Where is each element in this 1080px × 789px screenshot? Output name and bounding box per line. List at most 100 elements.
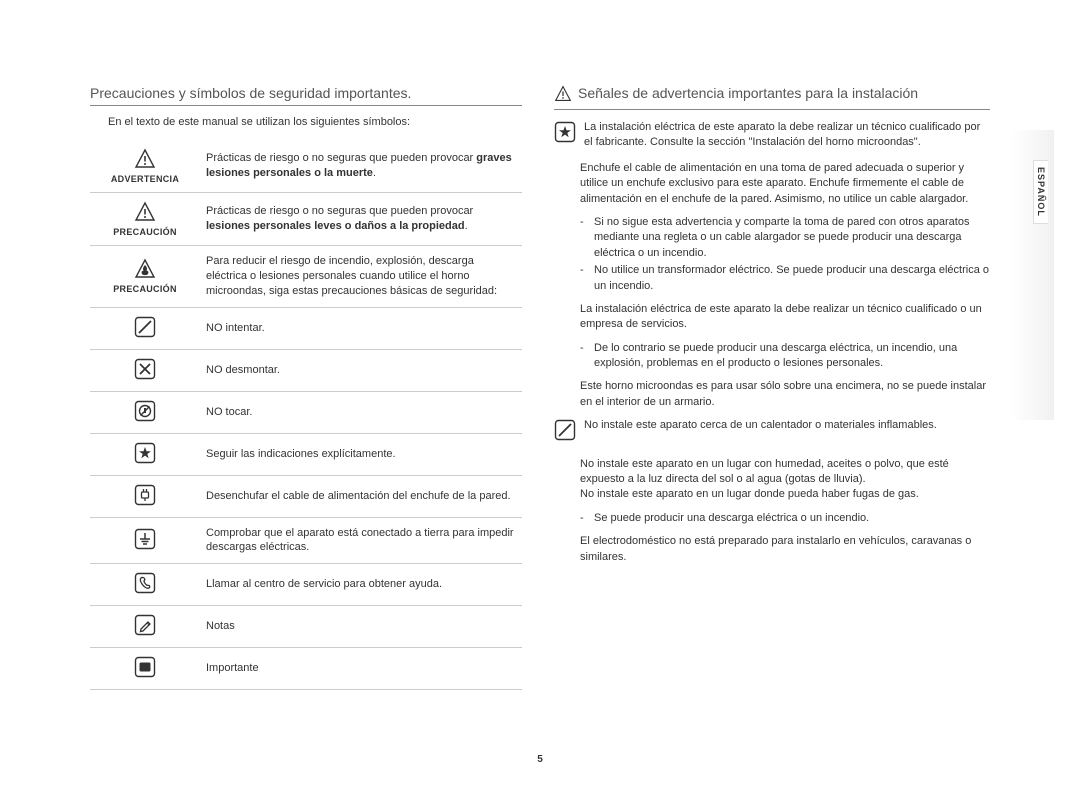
- sq-phone-icon: [134, 585, 156, 597]
- symbol-cell: [90, 475, 200, 517]
- sq-plug-icon: [134, 497, 156, 509]
- desc-text: Para reducir el riesgo de incendio, expl…: [206, 255, 497, 297]
- desc-cell: Importante: [200, 648, 522, 690]
- symbol-cell: [90, 349, 200, 391]
- desc-text: .: [373, 167, 376, 179]
- sq-slash-icon: [134, 329, 156, 341]
- desc-cell: Llamar al centro de servicio para obtene…: [200, 564, 522, 606]
- desc-text: Prácticas de riesgo o no seguras que pue…: [206, 152, 476, 164]
- desc-text: .: [465, 220, 468, 232]
- list-item: -Si no sigue esta advertencia y comparte…: [580, 215, 990, 261]
- desc-text: NO tocar.: [206, 406, 252, 418]
- table-row: NO tocar.: [90, 391, 522, 433]
- table-row: ADVERTENCIA Prácticas de riesgo o no segu…: [90, 140, 522, 193]
- language-tab: ESPAÑOL: [1033, 160, 1048, 224]
- dash-icon: -: [580, 263, 588, 294]
- page-content: Precauciones y símbolos de seguridad imp…: [0, 0, 1080, 730]
- para-text: La instalación eléctrica de este aparato…: [584, 120, 990, 151]
- desc-text: Importante: [206, 662, 259, 674]
- sq-note-icon: [134, 627, 156, 639]
- desc-cell: Prácticas de riesgo o no seguras que pue…: [200, 193, 522, 246]
- list-text: De lo contrario se puede producir una de…: [594, 341, 990, 372]
- symbol-cell: [90, 307, 200, 349]
- symbol-cell: PRECAUCIÓN: [90, 246, 200, 308]
- desc-cell: Comprobar que el aparato está conectado …: [200, 517, 522, 564]
- warning-icon: [554, 85, 572, 105]
- warn-triangle-excl-icon: [134, 160, 156, 172]
- table-row: Importante: [90, 648, 522, 690]
- desc-cell: NO tocar.: [200, 391, 522, 433]
- symbol-cell: PRECAUCIÓN: [90, 193, 200, 246]
- table-row: Comprobar que el aparato está conectado …: [90, 517, 522, 564]
- para-text: La instalación eléctrica de este aparato…: [580, 302, 990, 333]
- warn-triangle-excl-icon: [134, 213, 156, 225]
- symbol-label: PRECAUCIÓN: [96, 227, 194, 237]
- desc-cell: Seguir las indicaciones explícitamente.: [200, 433, 522, 475]
- desc-cell: Para reducir el riesgo de incendio, expl…: [200, 246, 522, 308]
- desc-text: Desenchufar el cable de alimentación del…: [206, 490, 511, 502]
- sq-important-icon: [134, 669, 156, 681]
- dash-list: -Si no sigue esta advertencia y comparte…: [580, 215, 990, 294]
- para-text: No instale este aparato en un lugar con …: [580, 457, 990, 503]
- symbol-cell: [90, 606, 200, 648]
- table-row: Notas: [90, 606, 522, 648]
- table-row: Llamar al centro de servicio para obtene…: [90, 564, 522, 606]
- symbol-cell: [90, 391, 200, 433]
- desc-text: Notas: [206, 620, 235, 632]
- desc-cell: Prácticas de riesgo o no seguras que pue…: [200, 140, 522, 193]
- list-item: -Se puede producir una descarga eléctric…: [580, 511, 990, 526]
- right-title-row: Señales de advertencia importantes para …: [554, 85, 990, 110]
- table-row: PRECAUCIÓNPara reducir el riesgo de ince…: [90, 246, 522, 308]
- symbol-cell: [90, 517, 200, 564]
- list-item: -No utilice un transformador eléctrico. …: [580, 263, 990, 294]
- desc-text: Comprobar que el aparato está conectado …: [206, 527, 514, 554]
- para-text: No instale este aparato cerca de un cale…: [584, 418, 990, 433]
- list-text: Se puede producir una descarga eléctrica…: [594, 511, 869, 526]
- sq-ground-icon: [134, 541, 156, 553]
- left-column: Precauciones y símbolos de seguridad imp…: [90, 85, 522, 690]
- left-title: Precauciones y símbolos de seguridad imp…: [90, 85, 522, 106]
- desc-cell: Notas: [200, 606, 522, 648]
- desc-cell: NO desmontar.: [200, 349, 522, 391]
- sq-star-icon: [554, 120, 576, 148]
- para-text: Este horno microondas es para usar sólo …: [580, 379, 990, 410]
- desc-text: Llamar al centro de servicio para obtene…: [206, 578, 442, 590]
- desc-text: NO intentar.: [206, 322, 265, 334]
- dash-list: -De lo contrario se puede producir una d…: [580, 341, 990, 372]
- table-row: NO desmontar.: [90, 349, 522, 391]
- right-column: Señales de advertencia importantes para …: [554, 85, 990, 690]
- dash-icon: -: [580, 511, 588, 526]
- right-item: La instalación eléctrica de este aparato…: [554, 120, 990, 151]
- symbol-table: ADVERTENCIA Prácticas de riesgo o no segu…: [90, 140, 522, 690]
- symbol-cell: [90, 648, 200, 690]
- list-text: No utilice un transformador eléctrico. S…: [594, 263, 990, 294]
- desc-cell: NO intentar.: [200, 307, 522, 349]
- symbol-label: ADVERTENCIA: [96, 174, 194, 184]
- warn-triangle-fire-icon: [134, 270, 156, 282]
- desc-text: Prácticas de riesgo o no seguras que pue…: [206, 205, 473, 217]
- list-item: -De lo contrario se puede producir una d…: [580, 341, 990, 372]
- right-item: No instale este aparato cerca de un cale…: [554, 418, 990, 446]
- symbol-cell: [90, 433, 200, 475]
- desc-text: NO desmontar.: [206, 364, 280, 376]
- dash-icon: -: [580, 215, 588, 261]
- table-row: PRECAUCIÓN Prácticas de riesgo o no segur…: [90, 193, 522, 246]
- para-text: El electrodoméstico no está preparado pa…: [580, 534, 990, 565]
- table-row: Seguir las indicaciones explícitamente.: [90, 433, 522, 475]
- sq-notouch-icon: [134, 413, 156, 425]
- dash-list: -Se puede producir una descarga eléctric…: [580, 511, 990, 526]
- symbol-cell: [90, 564, 200, 606]
- desc-cell: Desenchufar el cable de alimentación del…: [200, 475, 522, 517]
- list-text: Si no sigue esta advertencia y comparte …: [594, 215, 990, 261]
- sq-slash-icon: [554, 418, 576, 446]
- desc-text: Seguir las indicaciones explícitamente.: [206, 448, 396, 460]
- symbol-cell: ADVERTENCIA: [90, 140, 200, 193]
- right-title: Señales de advertencia importantes para …: [578, 85, 918, 101]
- page-number: 5: [537, 754, 543, 765]
- para-text: Enchufe el cable de alimentación en una …: [580, 161, 990, 207]
- right-body: La instalación eléctrica de este aparato…: [554, 120, 990, 565]
- left-intro: En el texto de este manual se utilizan l…: [108, 116, 522, 128]
- desc-bold: lesiones personales leves o daños a la p…: [206, 220, 465, 232]
- table-row: NO intentar.: [90, 307, 522, 349]
- table-row: Desenchufar el cable de alimentación del…: [90, 475, 522, 517]
